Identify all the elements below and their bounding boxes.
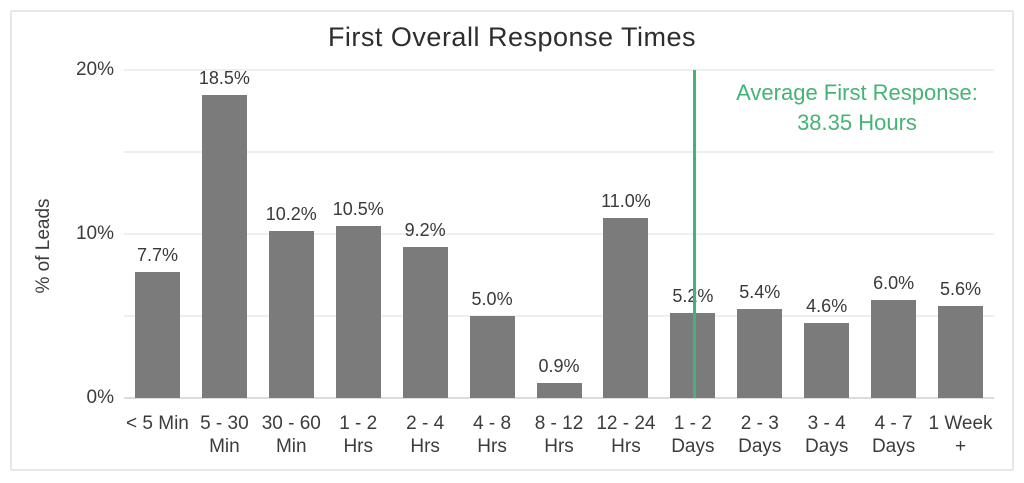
bar-value-label: 5.0% <box>471 289 513 309</box>
bar <box>134 271 180 398</box>
bar <box>335 225 381 398</box>
gridline-20pct <box>124 69 994 71</box>
bar <box>536 383 582 398</box>
x-tick-label-line: 8 - 12 <box>534 413 584 434</box>
x-tick-label: 3 - 4 Days <box>805 412 848 458</box>
x-tick-label-line: Hrs <box>544 436 574 457</box>
average-response-annotation: Average First Response: 38.35 Hours <box>710 78 1004 138</box>
gridline-15pct <box>124 151 994 153</box>
bar-value-label: 6.0% <box>873 272 915 293</box>
x-tick-label-line: < 5 Min <box>126 413 189 434</box>
x-tick-label-line: + <box>954 436 967 457</box>
x-tick-label-line: 30 - 60 <box>261 413 321 434</box>
gridline-5pct <box>124 315 994 317</box>
x-tick-label-line: 2 - 4 <box>406 413 445 434</box>
x-tick-label: 1 - 2 Hrs <box>339 412 377 458</box>
y-tick-label-10pct: 10% <box>75 223 114 244</box>
x-tick-label-line: Hrs <box>343 436 373 457</box>
y-tick-label-20pct: 20% <box>75 59 114 80</box>
x-tick-label-line: 2 - 3 <box>740 413 779 434</box>
bar <box>871 299 917 398</box>
bar <box>201 94 247 398</box>
chart-card: First Overall Response Times % of Leads … <box>10 10 1014 471</box>
x-tick-label: 12 - 24 Hrs <box>596 412 655 458</box>
bar-value-label: 0.9% <box>538 356 580 377</box>
x-tick-label-line: Days <box>871 436 916 457</box>
bar <box>268 230 314 398</box>
bar-value-label: 4.6% <box>806 295 848 316</box>
x-tick-label-line: 1 - 2 <box>339 413 378 434</box>
y-axis-label: % of Leads <box>33 198 54 294</box>
x-tick-label-line: 1 Week <box>928 413 993 434</box>
x-tick-label-line: Min <box>275 436 307 457</box>
bar <box>603 217 649 398</box>
bar-value-label: 5.6% <box>940 279 982 300</box>
x-tick-label-line: 4 - 7 <box>874 413 913 434</box>
x-tick-label: < 5 Min <box>126 412 189 435</box>
average-response-annotation-line2: 38.35 Hours <box>797 110 917 135</box>
bar-value-label: 5.4% <box>739 282 781 303</box>
bar <box>938 306 984 398</box>
bar-value-label: 10.2% <box>265 203 317 224</box>
bar <box>670 312 716 398</box>
x-tick-label: 5 - 30 Min <box>200 412 249 458</box>
bar <box>737 309 783 398</box>
plot-area: 0% 10% 20% 7.7% < 5 Min 18.5% 5 - 30 Min 10.2% 30… <box>76 59 994 457</box>
average-response-line <box>693 70 697 398</box>
x-tick-label-line: Days <box>805 436 849 457</box>
y-tick-label-0pct: 0% <box>86 387 114 408</box>
x-tick-label-line: 5 - 30 <box>200 413 249 434</box>
x-tick-label-line: Days <box>738 436 782 457</box>
bar-value-label: 7.7% <box>136 244 178 265</box>
x-tick-label-line: Hrs <box>611 436 641 457</box>
gridline-10pct <box>124 233 994 235</box>
x-tick-label: 2 - 4 Hrs <box>406 412 444 458</box>
bar <box>469 316 515 398</box>
x-tick-label-line: Hrs <box>477 436 507 457</box>
chart-title: First Overall Response Times <box>327 22 697 52</box>
x-tick-label: 1 - 2 Days <box>671 412 714 458</box>
x-axis-line <box>124 397 994 399</box>
x-tick-label: 4 - 8 Hrs <box>473 412 511 458</box>
bar-value-label: 11.0% <box>601 190 651 211</box>
x-tick-label-line: 4 - 8 <box>473 413 512 434</box>
bar-value-label: 5.2% <box>672 286 713 307</box>
x-tick-label-line: Min <box>209 436 240 457</box>
x-tick-label: 4 - 7 Days <box>872 412 915 458</box>
x-tick-label-line: 3 - 4 <box>807 413 846 434</box>
bar <box>804 322 850 398</box>
x-tick-label-line: 12 - 24 <box>596 413 656 434</box>
bar-value-label: 10.5% <box>332 198 384 219</box>
average-response-annotation-line1: Average First Response: <box>736 80 978 105</box>
x-tick-label-line: Hrs <box>410 436 440 457</box>
bar <box>402 247 448 398</box>
x-tick-label: 8 - 12 Hrs <box>535 412 584 458</box>
x-tick-label-line: Days <box>671 436 715 457</box>
x-tick-label-line: 1 - 2 <box>673 413 712 434</box>
x-tick-label: 1 Week + <box>928 412 992 458</box>
bar-value-label: 9.2% <box>404 220 446 241</box>
x-tick-label: 30 - 60 Min <box>262 412 321 458</box>
x-tick-label: 2 - 3 Days <box>738 412 781 458</box>
bar-value-label: 18.5% <box>198 67 250 88</box>
